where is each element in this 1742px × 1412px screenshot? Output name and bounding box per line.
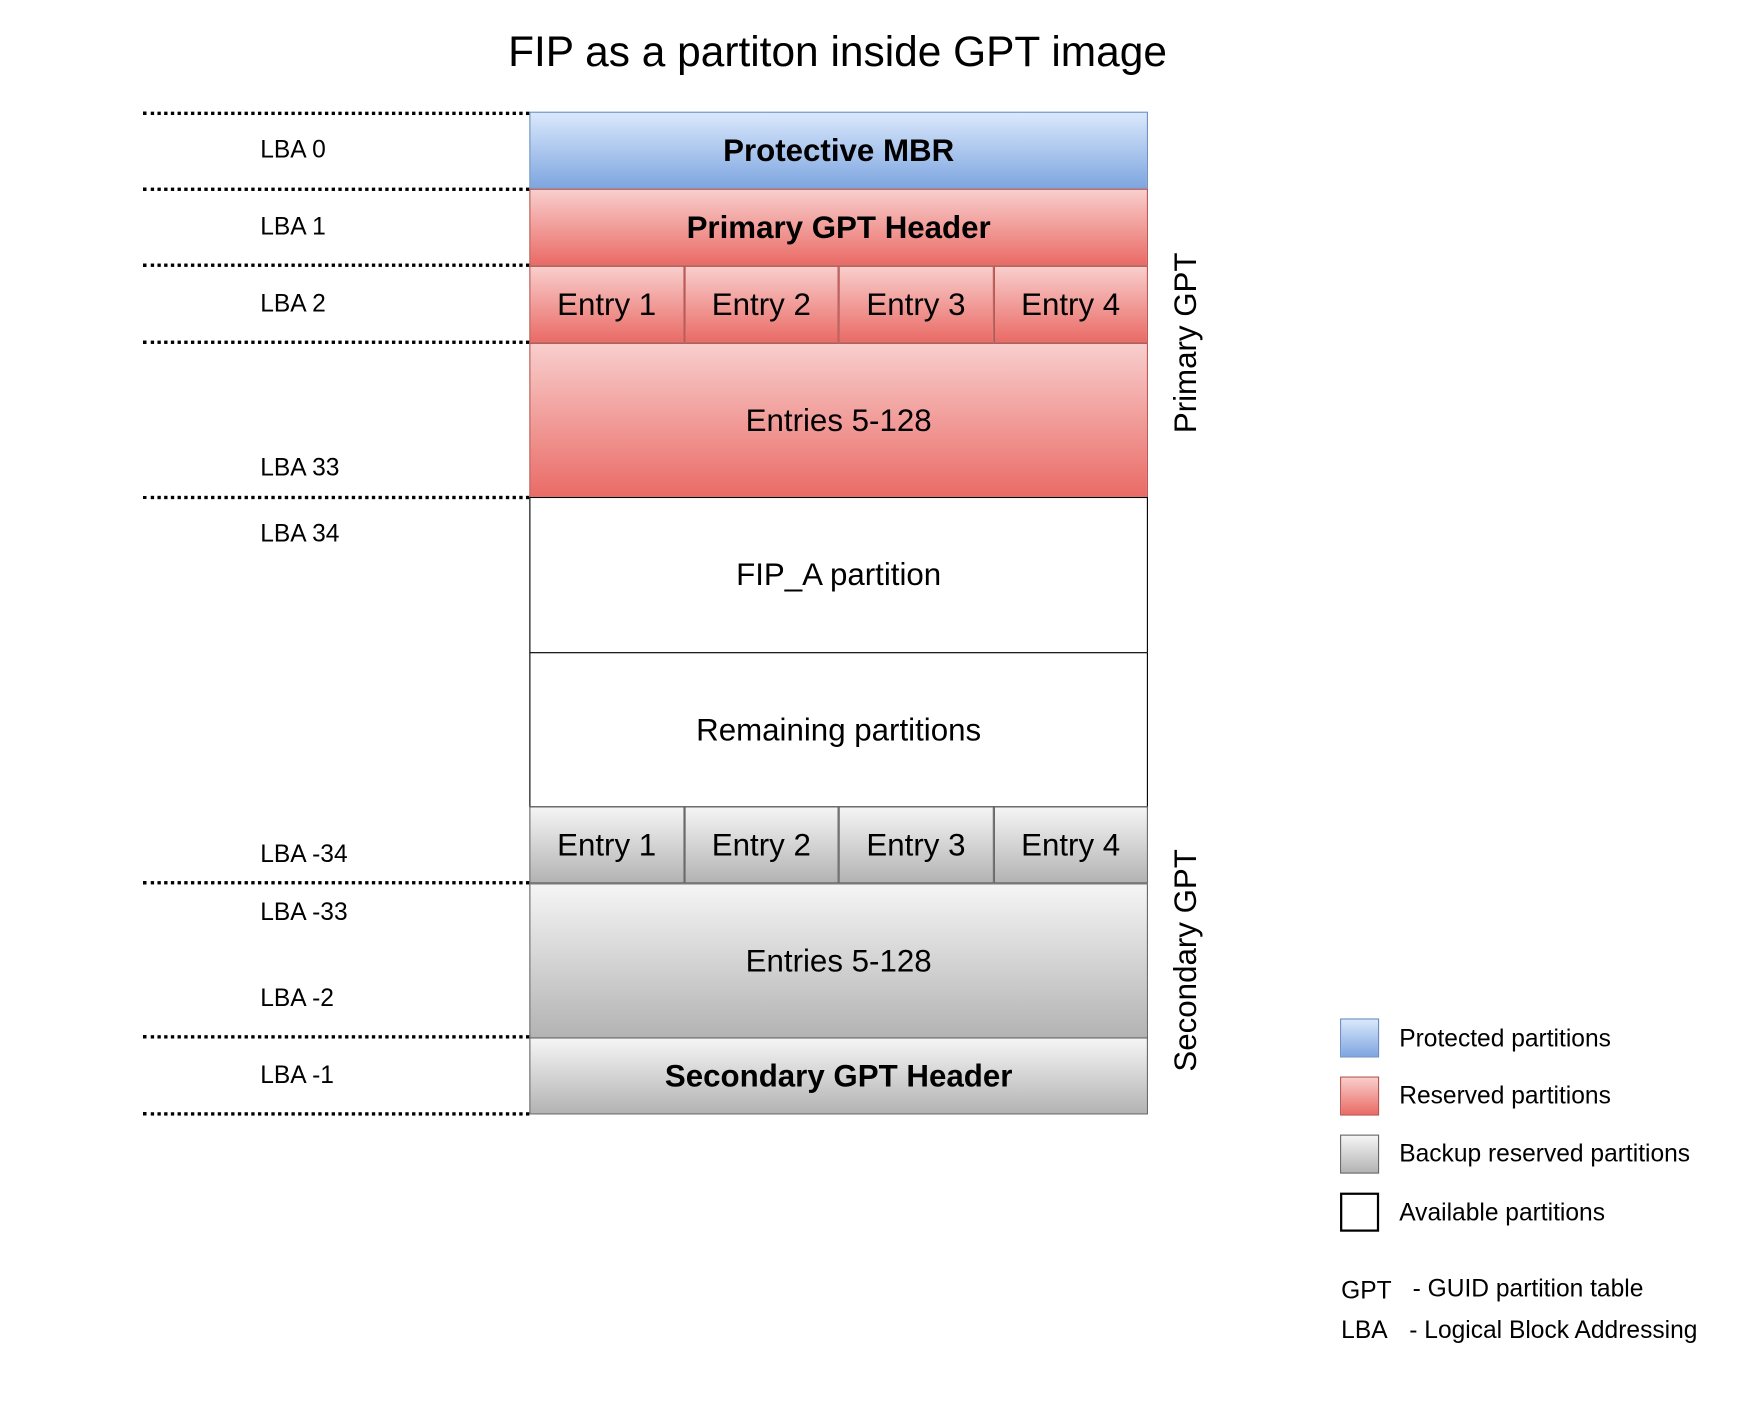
lba-label: LBA 2 (260, 289, 326, 318)
legend-label: Available partitions (1399, 1198, 1605, 1227)
legend-label: Backup reserved partitions (1399, 1139, 1691, 1167)
lba-boundary (142, 495, 530, 500)
lba-label: LBA 0 (260, 135, 326, 164)
lba-label: LBA 1 (260, 212, 326, 241)
primary-entries-5-128-block: Entries 5-128 (529, 342, 1148, 499)
primary-entry-3: Entry 3 (838, 265, 994, 343)
lba-label: LBA -33 (260, 897, 348, 926)
diagram-title: FIP as a partiton inside GPT image (508, 29, 1167, 76)
abbreviation-definition: - GUID partition table (1412, 1274, 1644, 1303)
remaining-partitions-block: Remaining partitions (529, 652, 1148, 808)
legend-swatch-reserved (1340, 1076, 1380, 1116)
primary-entry-2: Entry 2 (683, 265, 839, 343)
primary-entry-4: Entry 4 (993, 265, 1148, 343)
lba-boundary (142, 263, 530, 267)
lba-label: LBA -34 (260, 839, 348, 868)
secondary-entry-2: Entry 2 (683, 806, 839, 884)
lba-label: LBA 34 (260, 519, 340, 548)
lba-boundary (142, 340, 530, 344)
lba-boundary (142, 1112, 530, 1116)
primary-entries-row: Entry 1 Entry 2 Entry 3 Entry 4 (529, 265, 1148, 343)
lba-boundary (142, 111, 530, 116)
legend-swatch-protected (1340, 1018, 1380, 1058)
lba-boundary (142, 1035, 530, 1039)
legend-swatch-available (1340, 1192, 1380, 1232)
lba-boundary (142, 881, 530, 885)
secondary-gpt-label: Secondary GPT (1168, 849, 1203, 1072)
legend-swatch-backup (1340, 1134, 1380, 1174)
primary-entry-1: Entry 1 (529, 265, 684, 343)
lba-label: LBA 33 (260, 453, 340, 482)
secondary-entry-1: Entry 1 (529, 806, 684, 884)
secondary-gpt-header-block: Secondary GPT Header (529, 1037, 1148, 1115)
lba-label: LBA -1 (260, 1060, 334, 1089)
protective-mbr-block: Protective MBR (529, 111, 1148, 189)
abbreviation-definition: - Logical Block Addressing (1409, 1315, 1698, 1344)
lba-boundary (142, 187, 530, 191)
abbreviation-term: GPT (1341, 1276, 1392, 1305)
abbreviation-term: LBA (1341, 1315, 1388, 1344)
secondary-entries-row: Entry 1 Entry 2 Entry 3 Entry 4 (529, 806, 1148, 884)
primary-gpt-header-block: Primary GPT Header (529, 188, 1148, 266)
secondary-entry-4: Entry 4 (993, 806, 1148, 884)
primary-gpt-label: Primary GPT (1168, 252, 1203, 434)
lba-label: LBA -2 (260, 983, 334, 1012)
secondary-entries-5-128-block: Entries 5-128 (529, 883, 1148, 1039)
legend-label: Protected partitions (1399, 1024, 1611, 1052)
secondary-entry-3: Entry 3 (838, 806, 994, 884)
legend-label: Reserved partitions (1399, 1080, 1611, 1109)
fip-a-partition-block: FIP_A partition (529, 496, 1148, 654)
